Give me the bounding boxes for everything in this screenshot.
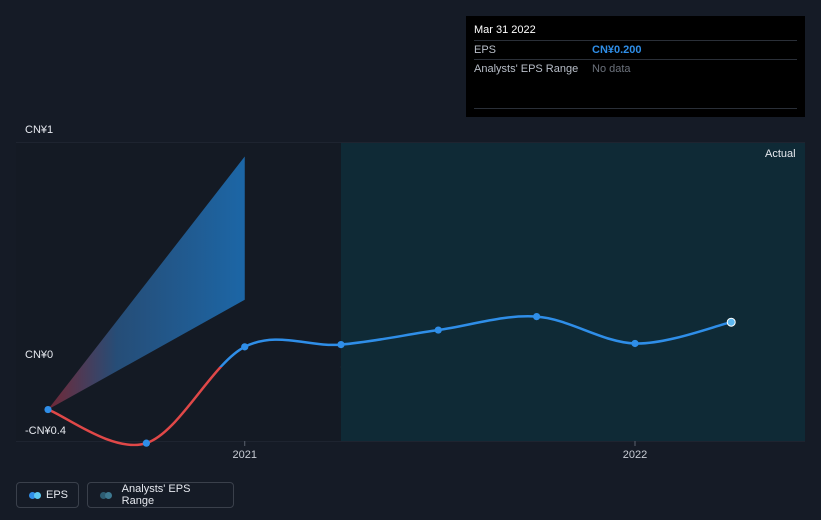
actual-label: Actual (765, 148, 796, 160)
x-tick-label: 2021 (232, 449, 256, 461)
y-tick-label-zero: CN¥0 (25, 349, 54, 361)
eps-point[interactable] (44, 405, 52, 414)
legend-range-toggle[interactable]: Analysts' EPS Range (87, 482, 234, 508)
x-tick-label: 2022 (623, 449, 647, 461)
eps-point[interactable] (631, 339, 639, 348)
legend-eps-label: EPS (45, 489, 68, 501)
eps-point[interactable] (241, 343, 249, 351)
eps-points (44, 313, 736, 447)
analyst-range-polygon (48, 156, 245, 410)
tooltip-date: Mar 31 2022 (474, 24, 536, 36)
y-tick-label-bottom: -CN¥0.4 (25, 425, 66, 437)
y-tick-label-top: CN¥1 (25, 124, 54, 136)
eps-point[interactable] (337, 341, 345, 349)
analyst-range-area (48, 156, 245, 410)
actual-region-bg (340, 143, 805, 441)
x-axis: 2021 2022 (232, 441, 647, 461)
eps-point[interactable] (142, 439, 150, 447)
tooltip-eps-label: EPS (474, 44, 497, 56)
legend-range-label: Analysts' EPS Range (121, 483, 191, 507)
eps-line-negative (47, 367, 223, 447)
eps-line-positive (218, 315, 732, 367)
eps-line (47, 315, 732, 447)
actual-region (16, 143, 805, 441)
tooltip-range-label: Analysts' EPS Range (474, 63, 579, 75)
tooltip-row-range: Analysts' EPS Range No data (474, 59, 797, 109)
tooltip-range-value: No data (592, 63, 631, 75)
eps-legend-icon (29, 491, 41, 499)
range-legend-icon (100, 491, 112, 499)
tooltip-eps-value: CN¥0.200 (592, 44, 642, 56)
eps-point[interactable] (434, 326, 442, 334)
eps-point[interactable] (726, 317, 736, 327)
hover-tooltip: Mar 31 2022 EPS CN¥0.200 Analysts' EPS R… (466, 16, 805, 117)
tooltip-row-eps: EPS CN¥0.200 (474, 40, 797, 59)
legend-eps-toggle[interactable]: EPS (16, 482, 79, 508)
eps-point[interactable] (533, 313, 541, 321)
